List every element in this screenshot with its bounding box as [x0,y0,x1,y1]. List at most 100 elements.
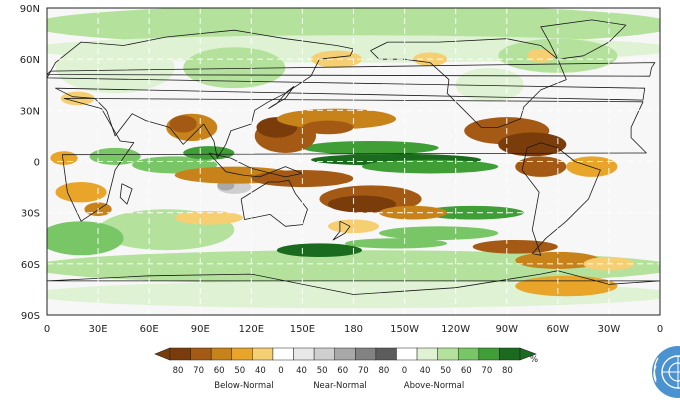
colorbar-cell [293,347,315,361]
colorbar-cell [437,347,459,361]
longitude-tick-label: 30W [598,324,621,335]
longitude-tick-label: 60E [140,324,159,335]
probability-region [174,210,243,225]
longitude-tick-label: 60W [547,324,570,335]
longitude-labels: 0 30E 60E 90E 120E 150E 180 150W 120W 90W 60W 30W 0 [44,324,663,335]
longitude-tick-label: 90W [495,324,518,335]
probability-region [302,141,439,155]
probability-region [566,156,618,177]
longitude-tick-label: 0 [657,324,663,335]
probability-region [47,221,124,256]
probability-region [327,195,397,213]
colorbar-tick-label: 60 [214,366,225,376]
probability-region [344,238,448,249]
probability-region [183,47,286,89]
probability-region [55,42,175,94]
probability-region [47,8,660,46]
colorbar-tick-label: 40 [420,366,431,376]
colorbar-tick-label: 50 [440,366,451,376]
colorbar-tick-label: 40 [255,366,266,376]
colorbar-tick-label: 0 [278,366,283,376]
coastline [47,270,660,295]
coastline [47,62,656,77]
probability-region [362,159,499,174]
longitude-tick-label: 30E [89,324,108,335]
category-label-near-normal: Near-Normal [313,381,367,391]
colorbar-tick-label: 40 [296,366,307,376]
probability-region [89,147,141,165]
colorbar-cell [375,347,397,361]
coastline [208,152,303,178]
colorbar-cell [210,347,233,361]
coastline [332,220,351,241]
colorbar-cell [190,347,212,361]
probability-region [302,120,354,135]
grid-lines [47,8,660,315]
colorbar: 80 70 60 50 40 0 40 50 60 70 80 0 40 50 60 70 80 % Below… [154,347,538,391]
coastline [240,179,308,227]
category-label-above-normal: Above-Normal [404,381,465,391]
colorbar-tick-label: 80 [378,366,389,376]
colorbar-cell [252,347,274,361]
latitude-tick-label: 30S [21,209,40,220]
colorbar-unit: % [530,355,538,365]
colorbar-tick-label: 70 [358,366,369,376]
probability-region [379,226,499,240]
latitude-tick-label: 0 [34,158,40,169]
colorbar-tick-label: 80 [502,366,513,376]
latitude-labels: 90N 60N 30N 0 30S 60S 90S [20,4,40,322]
probability-region [50,151,78,165]
longitude-tick-label: 150W [390,324,419,335]
colorbar-cell [478,347,500,361]
coastlines [47,19,660,295]
colorbar-cell [169,347,191,361]
colorbar-cell [499,347,521,361]
colorbar-tick-label: 70 [481,366,492,376]
colorbar-tick-label: 50 [317,366,328,376]
probability-region [498,132,567,157]
longitude-tick-label: 0 [44,324,50,335]
coastline [268,86,295,109]
colorbar-tick-label: 0 [402,366,407,376]
colorbar-cell [457,347,480,361]
longitude-tick-label: 180 [344,324,363,335]
colorbar-cell [272,347,294,361]
latitude-tick-label: 60N [20,55,40,66]
colorbar-right-arrow [519,347,537,361]
colorbar-cell [231,347,253,361]
colorbar-left-arrow [154,347,171,361]
colorbar-tick-label: 60 [337,366,348,376]
probability-region [327,219,380,234]
latitude-tick-label: 60S [21,260,40,271]
category-label-below-normal: Below-Normal [214,381,273,391]
colorbar-cell [355,347,377,361]
colorbar-tick-label: 60 [461,366,472,376]
probability-region [169,115,197,133]
colorbar-tick-label: 70 [193,366,204,376]
probability-region [527,48,555,63]
probability-region [276,243,363,258]
colorbar-tick-label: 50 [234,366,245,376]
probability-region [310,50,363,68]
longitude-tick-label: 90E [191,324,210,335]
colorbar-cell [313,347,335,361]
probability-region [379,205,448,220]
probability-region [183,146,235,160]
probability-region [515,275,618,297]
probability-region [472,239,558,254]
coastline [47,29,646,159]
probability-region [55,181,107,203]
colorbar-tick-label: 80 [173,366,184,376]
colorbar-cell [334,347,356,361]
coastline [521,142,601,256]
map-area [47,8,660,315]
longitude-tick-label: 120E [239,324,264,335]
un-emblem-icon [652,346,680,398]
map-frame [46,7,661,316]
colorbar-cell [416,347,438,361]
latitude-tick-label: 90N [20,4,40,15]
latitude-tick-label: 30N [20,106,40,117]
coastline [119,183,133,205]
colorbar-tick-labels: 80 70 60 50 40 0 40 50 60 70 80 0 40 50 60 70 80 [173,366,513,376]
